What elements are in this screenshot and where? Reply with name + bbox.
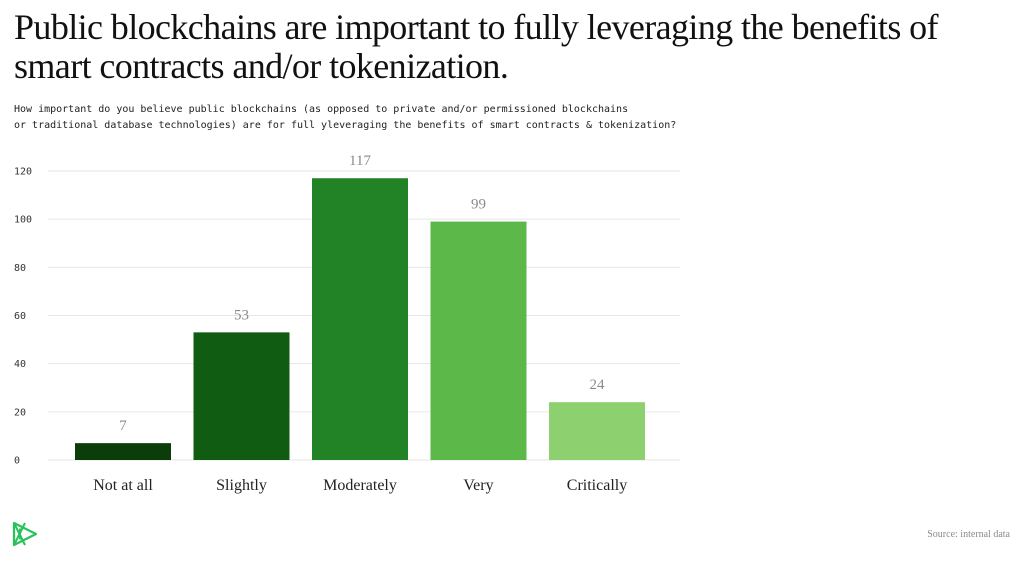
chart-subtitle: How important do you believe public bloc… (14, 102, 774, 134)
y-tick-label: 80 (14, 263, 26, 274)
value-label: 7 (119, 418, 127, 434)
y-tick-label: 20 (14, 407, 26, 418)
chart-title: Public blockchains are important to full… (14, 7, 939, 86)
value-label: 117 (349, 153, 371, 169)
value-labels: 7 53 117 99 24 (119, 153, 605, 434)
y-tick-label: 60 (14, 311, 26, 322)
green-triangle-logo-icon (12, 521, 38, 547)
category-label: Slightly (216, 477, 267, 494)
subtitle-line-2: or traditional database technologies) ar… (14, 120, 677, 131)
category-label: Critically (567, 477, 627, 494)
category-label: Not at all (93, 477, 153, 494)
value-label: 53 (234, 307, 249, 323)
y-tick-label: 120 (14, 167, 32, 178)
bar-critically (549, 402, 645, 460)
y-tick-label: 100 (14, 215, 32, 226)
value-label: 99 (471, 197, 486, 213)
bar-not-at-all (75, 443, 171, 460)
y-axis-ticks: 0 20 40 60 80 100 120 (14, 167, 32, 467)
category-labels: Not at all Slightly Moderately Very Critical… (93, 477, 627, 494)
bars (75, 178, 645, 460)
category-label: Moderately (323, 477, 397, 494)
y-tick-label: 0 (14, 456, 20, 467)
value-label: 24 (590, 377, 606, 393)
y-tick-label: 40 (14, 359, 26, 370)
category-label: Very (463, 477, 493, 494)
subtitle-line-1: How important do you believe public bloc… (14, 104, 629, 115)
bar-chart: 0 20 40 60 80 100 120 7 53 117 99 24 Not at all Sli… (14, 153, 680, 494)
bar-very (430, 221, 527, 460)
bar-moderately (312, 178, 408, 460)
bar-slightly (193, 332, 290, 460)
source-note: Source: internal data (927, 529, 1010, 540)
